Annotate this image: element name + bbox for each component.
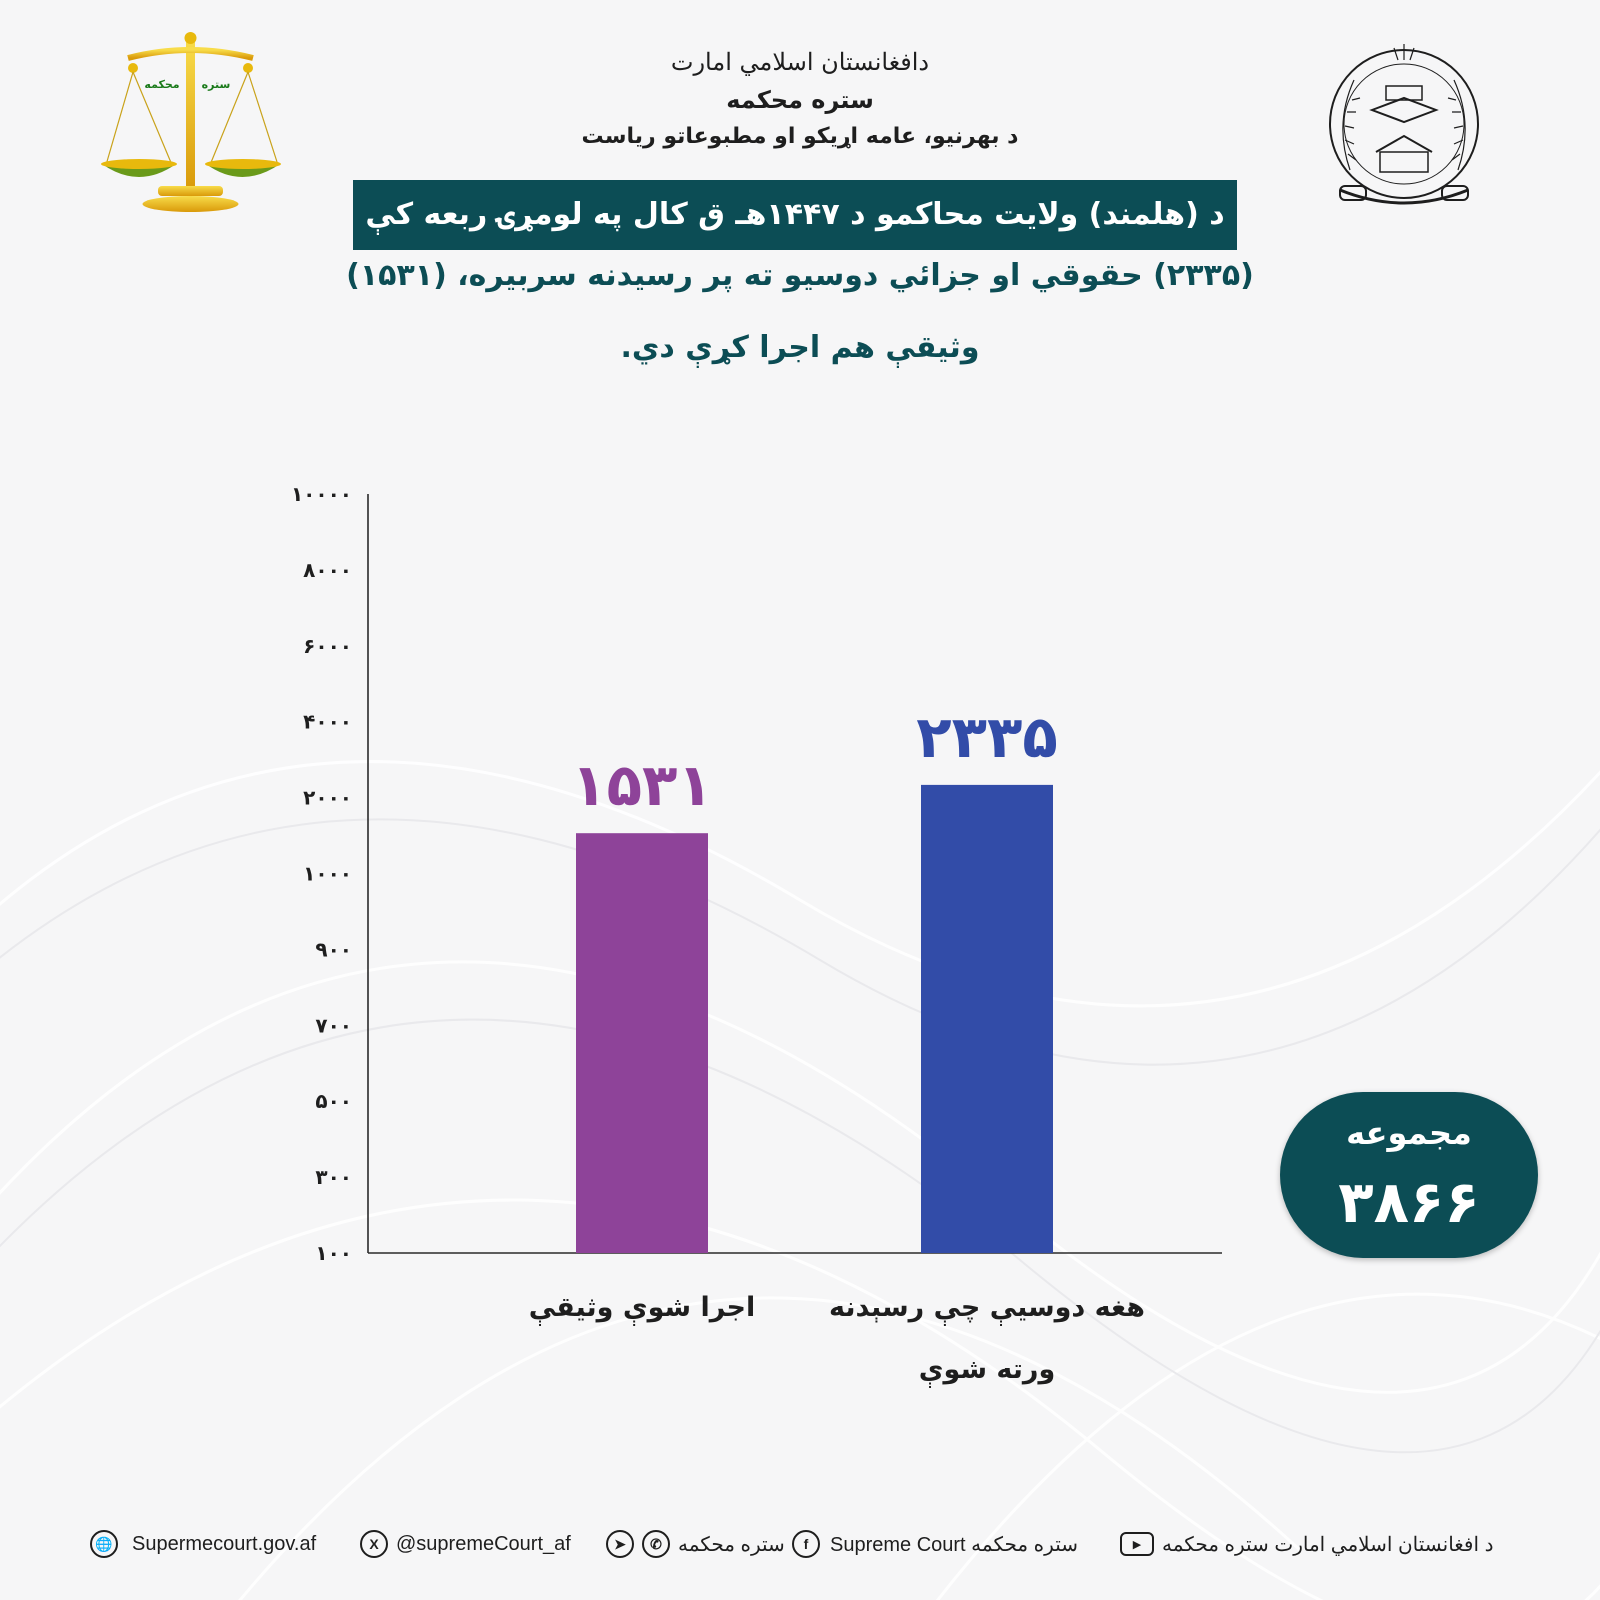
emirate-emblem	[1329, 44, 1479, 205]
y-tick-label: ۹۰۰	[315, 937, 352, 961]
bar-value-label: ۲۳۳۵	[916, 703, 1058, 771]
subtitle-line-1: (۲۳۳۵) حقوقي او جزائي دوسيو ته پر رسيدنه…	[346, 258, 1254, 293]
x-icon: X	[360, 1530, 388, 1558]
department-name: د بهرنيو، عامه اړيکو او مطبوعاتو رياست	[581, 124, 1019, 149]
bar	[921, 784, 1053, 1253]
footer-bar: 🌐 Supermecourt.gov.af X @supremeCourt_af…	[88, 1524, 1508, 1564]
y-tick-label: ۱۰۰	[315, 1241, 352, 1265]
youtube-text: د افغانستان اسلامي امارت ستره محكمه	[1162, 1533, 1494, 1556]
whatsapp-icon: ✆	[642, 1530, 670, 1558]
website-text: Supermecourt.gov.af	[132, 1532, 317, 1555]
bar-value-label: ۱۵۳۱	[571, 751, 713, 819]
telegram-icon: ➤	[606, 1530, 634, 1558]
page-title: د (هلمند) ولايت محاكمو د ۱۴۴۷هـ ق كال په…	[353, 180, 1237, 250]
y-tick-label: ۶۰۰۰	[303, 634, 352, 658]
y-tick-label: ۱۰۰۰۰	[291, 482, 352, 506]
scales-of-justice-logo: محکمه ستره	[101, 32, 281, 212]
facebook-link[interactable]: f Supreme Court ستره محكمه	[792, 1524, 1078, 1564]
x-link[interactable]: X @supremeCourt_af	[360, 1524, 571, 1564]
subtitle-line-2: وثيقې هم اجرا كړې دي.	[620, 330, 980, 365]
total-label: مجموعه	[1346, 1114, 1472, 1152]
y-tick-label: ۳۰۰	[315, 1165, 352, 1189]
emirate-calligraphy: دافغانستان اسلامي امارت	[670, 48, 930, 76]
globe-icon: 🌐	[90, 1530, 118, 1558]
x-handle-text: @supremeCourt_af	[396, 1532, 571, 1555]
facebook-text: Supreme Court ستره محكمه	[830, 1533, 1078, 1556]
x-category-label: هغه دوسيې چې رسېدنه	[829, 1292, 1145, 1326]
scale-label-left: محکمه	[144, 78, 179, 91]
total-value: ۳۸۶۶	[1338, 1168, 1480, 1236]
facebook-icon: f	[792, 1530, 820, 1558]
y-tick-label: ۵۰۰	[315, 1089, 352, 1113]
x-category-label: ورته شوې	[919, 1354, 1055, 1388]
youtube-link[interactable]: ▶ د افغانستان اسلامي امارت ستره محكمه	[1120, 1524, 1494, 1564]
scale-label-right: ستره	[202, 78, 231, 91]
total-badge: مجموعه ۳۸۶۶	[1280, 1092, 1538, 1258]
website-link[interactable]: 🌐 Supermecourt.gov.af	[90, 1524, 316, 1564]
youtube-icon: ▶	[1120, 1532, 1154, 1556]
y-tick-label: ۲۰۰۰	[303, 786, 352, 810]
x-category-label: اجرا شوې وثيقې	[529, 1292, 755, 1326]
y-tick-label: ۴۰۰۰	[303, 710, 352, 734]
y-tick-label: ۸۰۰۰	[303, 558, 352, 582]
court-name: ستره محكمه	[726, 86, 874, 114]
y-tick-label: ۷۰۰	[315, 1013, 352, 1037]
messenger-text: ستره محكمه	[678, 1533, 785, 1556]
y-tick-label: ۱۰۰۰	[303, 862, 352, 886]
messenger-links[interactable]: ➤ ✆ ستره محكمه	[606, 1524, 785, 1564]
bar	[576, 833, 708, 1253]
